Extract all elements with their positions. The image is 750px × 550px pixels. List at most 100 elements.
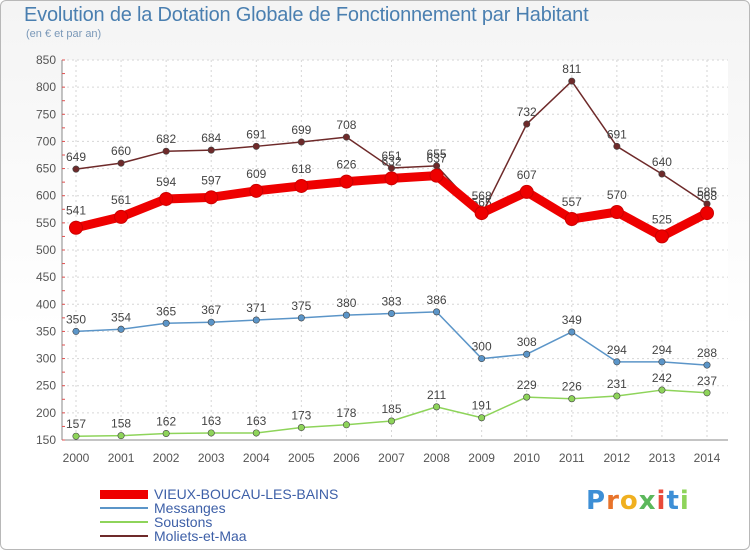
data-point	[342, 421, 350, 429]
data-label: 157	[66, 417, 86, 431]
x-tick-label: 2008	[423, 451, 450, 465]
legend-swatch	[100, 535, 148, 537]
data-label: 211	[427, 388, 446, 402]
data-label: 371	[246, 301, 266, 315]
data-point	[387, 310, 395, 318]
x-tick-label: 2007	[378, 451, 405, 465]
data-point	[387, 164, 395, 172]
data-point	[658, 358, 666, 366]
data-point	[297, 314, 305, 322]
logo-letter: P	[586, 486, 607, 516]
data-point	[613, 358, 621, 366]
data-point	[207, 429, 215, 437]
logo-letter: r	[606, 486, 620, 516]
y-tick-label: 450	[36, 270, 56, 284]
data-point	[252, 142, 260, 150]
data-label: 367	[201, 303, 221, 317]
data-point	[204, 190, 219, 205]
data-label: 660	[111, 144, 131, 158]
x-tick-label: 2009	[468, 451, 495, 465]
legend-label: VIEUX-BOUCAU-LES-BAINS	[154, 486, 339, 502]
x-tick-label: 2014	[694, 451, 721, 465]
y-tick-label: 800	[36, 80, 56, 94]
x-tick-label: 2001	[108, 451, 135, 465]
data-point	[117, 325, 125, 333]
data-point	[342, 311, 350, 319]
data-label: 811	[562, 62, 581, 76]
data-point	[433, 308, 441, 316]
data-point	[568, 395, 576, 403]
data-point	[72, 327, 80, 335]
data-label: 618	[291, 162, 311, 176]
data-point	[519, 184, 534, 199]
logo-letter: t	[666, 486, 680, 516]
y-tick-label: 700	[36, 134, 56, 148]
x-tick-label: 2005	[288, 451, 315, 465]
legend-item-soustons: Soustons	[100, 514, 213, 530]
y-tick-label: 550	[36, 216, 56, 230]
legend-swatch	[100, 489, 148, 499]
data-point	[384, 171, 399, 186]
data-label: 637	[427, 152, 447, 166]
line-chart: 150 200 250 300 350 400 450 500 550 600 650 700 750 8…	[36, 53, 728, 465]
data-point	[207, 146, 215, 154]
data-label: 231	[607, 377, 627, 391]
data-label: 375	[291, 299, 311, 313]
data-point	[474, 206, 489, 221]
x-tick-label: 2010	[513, 451, 540, 465]
x-tick-label: 2011	[559, 451, 585, 465]
data-point	[387, 417, 395, 425]
data-label: 163	[246, 414, 266, 428]
data-label: 561	[111, 193, 131, 207]
x-tick-label: 2003	[198, 451, 225, 465]
data-point	[433, 403, 441, 411]
data-label: 308	[517, 335, 537, 349]
data-label: 380	[336, 296, 356, 310]
data-label: 365	[156, 304, 176, 318]
legend-label: Soustons	[154, 514, 213, 530]
data-point	[252, 429, 260, 437]
data-point	[703, 361, 711, 369]
data-point	[162, 429, 170, 437]
data-point	[613, 142, 621, 150]
data-point	[159, 191, 174, 206]
x-tick-label: 2013	[649, 451, 676, 465]
data-label: 682	[156, 132, 176, 146]
series-messanges: 350 354 365 367 371 375 380 383 386 300 308 349 294 2…	[66, 293, 717, 369]
data-label: 185	[381, 402, 401, 416]
y-tick-label: 250	[36, 379, 56, 393]
y-tick-label: 150	[36, 433, 56, 447]
data-label: 607	[517, 168, 537, 182]
data-label: 541	[66, 204, 86, 218]
data-label: 191	[472, 399, 492, 413]
data-point	[478, 414, 486, 422]
x-tick-label: 2004	[243, 451, 270, 465]
data-label: 708	[336, 118, 356, 132]
y-tick-label: 600	[36, 189, 56, 203]
y-tick-label: 650	[36, 162, 56, 176]
data-point	[294, 178, 309, 193]
data-label: 525	[652, 212, 672, 226]
data-point	[249, 183, 264, 198]
legend-label: Messanges	[154, 500, 226, 516]
data-label: 158	[111, 417, 131, 431]
data-point	[523, 393, 531, 401]
legend-item-messanges: Messanges	[100, 500, 226, 516]
data-point	[339, 174, 354, 189]
data-point	[658, 170, 666, 178]
data-point	[72, 165, 80, 173]
data-point	[117, 159, 125, 167]
data-label: 597	[201, 173, 221, 187]
data-point	[654, 229, 669, 244]
legend-item-vieux-boucau: VIEUX-BOUCAU-LES-BAINS	[100, 486, 339, 502]
data-label: 288	[697, 346, 717, 360]
data-label: 162	[156, 414, 176, 428]
data-label: 300	[472, 340, 492, 354]
data-label: 237	[697, 374, 717, 388]
data-label: 383	[381, 295, 401, 309]
data-label: 632	[381, 154, 401, 168]
data-point	[700, 206, 714, 221]
data-label: 732	[517, 105, 537, 119]
data-point	[207, 318, 215, 326]
data-label: 173	[291, 409, 311, 423]
